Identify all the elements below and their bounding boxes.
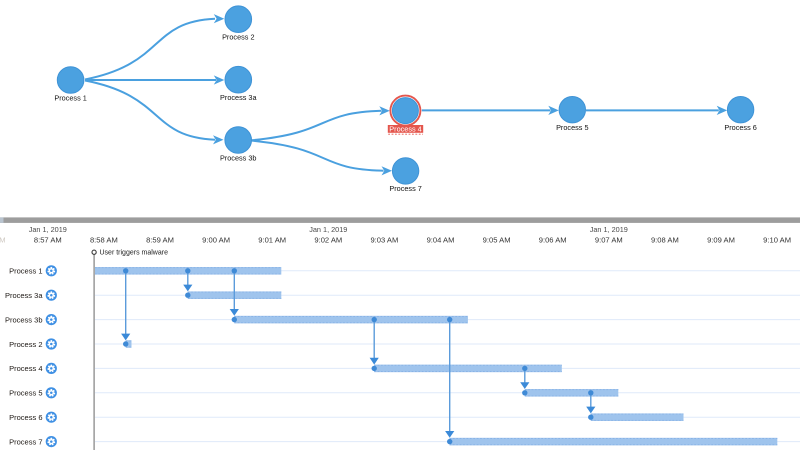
svg-text:Process 2: Process 2 — [9, 340, 42, 349]
svg-text:Process 3a: Process 3a — [220, 93, 257, 102]
svg-text:Process 7: Process 7 — [389, 184, 421, 193]
svg-text:8:56 AM: 8:56 AM — [0, 236, 6, 245]
svg-text:Jan 1, 2019: Jan 1, 2019 — [590, 225, 628, 234]
svg-text:Process 5: Process 5 — [556, 123, 588, 132]
svg-text:9:08 AM: 9:08 AM — [651, 236, 679, 245]
svg-text:9:06 AM: 9:06 AM — [539, 236, 567, 245]
svg-text:9:07 AM: 9:07 AM — [595, 236, 623, 245]
svg-text:Process 3a: Process 3a — [5, 291, 43, 300]
svg-text:9:03 AM: 9:03 AM — [370, 236, 398, 245]
svg-text:8:58 AM: 8:58 AM — [90, 236, 118, 245]
svg-text:Process 6: Process 6 — [724, 123, 756, 132]
svg-text:Process 4: Process 4 — [389, 125, 421, 134]
svg-text:Process 3b: Process 3b — [220, 153, 257, 162]
svg-text:User triggers malware: User triggers malware — [100, 250, 169, 257]
svg-text:Process 6: Process 6 — [9, 413, 42, 422]
svg-text:9:09 AM: 9:09 AM — [707, 236, 735, 245]
svg-text:Process 3b: Process 3b — [5, 315, 43, 324]
svg-text:Jan 1, 2019: Jan 1, 2019 — [309, 225, 347, 234]
svg-text:9:04 AM: 9:04 AM — [427, 236, 455, 245]
svg-text:9:10 AM: 9:10 AM — [763, 236, 791, 245]
svg-text:Process 1: Process 1 — [9, 267, 42, 276]
svg-text:9:01 AM: 9:01 AM — [258, 236, 286, 245]
svg-text:Process 2: Process 2 — [222, 32, 254, 41]
svg-text:8:57 AM: 8:57 AM — [34, 236, 62, 245]
svg-text:Process 5: Process 5 — [9, 389, 42, 398]
svg-text:9:05 AM: 9:05 AM — [483, 236, 511, 245]
svg-text:Process 4: Process 4 — [9, 364, 42, 373]
svg-text:Process 1: Process 1 — [54, 94, 86, 103]
svg-text:Jan 1, 2019: Jan 1, 2019 — [29, 225, 67, 234]
svg-text:8:59 AM: 8:59 AM — [146, 236, 174, 245]
svg-text:9:00 AM: 9:00 AM — [202, 236, 230, 245]
svg-text:9:02 AM: 9:02 AM — [314, 236, 342, 245]
svg-text:Process 7: Process 7 — [9, 437, 42, 446]
